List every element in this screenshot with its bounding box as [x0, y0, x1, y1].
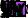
Text: $\pi^{-}$+C->K$^{*}$(892)$^{+}$+X: $\pi^{-}$+C->K$^{*}$(892)$^{+}$+X: [8, 0, 28, 7]
Text: p$_{\pi}$=2.0 GeV/c: p$_{\pi}$=2.0 GeV/c: [8, 0, 28, 15]
Legend: V$_0$=40 MeV, V$_0$=20 MeV, V$_0$=0 MeV, V$_0$=-20 MeV, V$_0$=-40 MeV: V$_0$=40 MeV, V$_0$=20 MeV, V$_0$=0 MeV,…: [0, 0, 16, 18]
Text: $\pi^{-}$+W->K$^{*}$(892)$^{+}$+X: $\pi^{-}$+W->K$^{*}$(892)$^{+}$+X: [18, 0, 28, 3]
Text: $\theta_{K^{*}}$=0$^{0}$-45$^{0}$: $\theta_{K^{*}}$=0$^{0}$-45$^{0}$: [8, 0, 28, 16]
